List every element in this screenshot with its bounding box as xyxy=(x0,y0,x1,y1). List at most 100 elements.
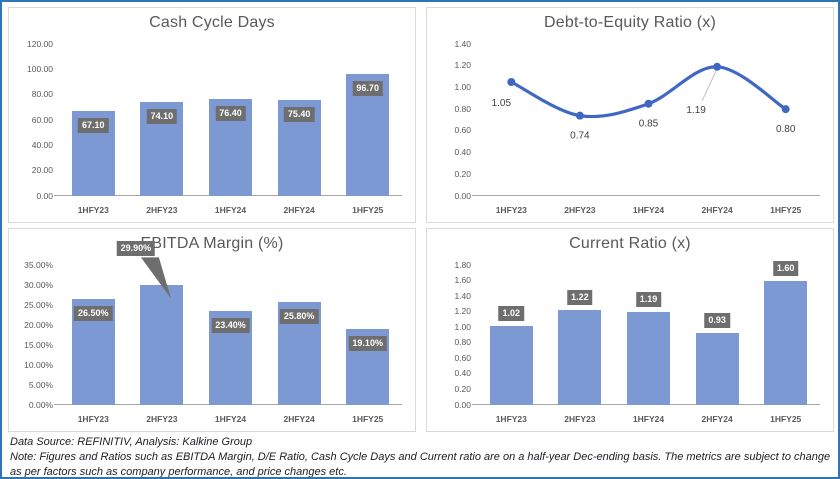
y-axis-tick-label: 25.00% xyxy=(24,299,53,310)
data-label: 0.74 xyxy=(570,131,590,142)
data-source-line: Data Source: REFINITIV, Analysis: Kalkin… xyxy=(10,436,253,448)
x-axis-category-label: 1HFY24 xyxy=(214,414,247,424)
x-axis-category-label: 2HFY23 xyxy=(146,205,178,215)
y-axis-tick-label: 1.40 xyxy=(454,38,471,49)
x-axis-category-label: 1HFY23 xyxy=(495,414,527,424)
bar-1HFY24 xyxy=(627,312,670,405)
y-axis-tick-label: 15.00% xyxy=(24,339,53,350)
y-axis-tick-label: 10.00% xyxy=(24,359,53,370)
data-label: 0.80 xyxy=(776,124,796,135)
x-axis-category-label: 1HFY23 xyxy=(495,205,527,215)
chart-panel-debt-to-equity-ratio: Debt-to-Equity Ratio (x) 0.00 0.20 0.40 0.60… xyxy=(426,7,834,223)
chart-panel-ebitda-margin: EBITDA Margin (%) 0.00% 5.00% 10.00% 15.00% 2… xyxy=(8,228,416,432)
y-axis-tick-label: 1.60 xyxy=(454,275,471,286)
y-axis-tick-label: 0.00 xyxy=(36,190,53,201)
plot-area: 0.00 0.20 0.40 0.60 0.80 1.00 1.20 1.40 1.60 1.80… xyxy=(454,260,820,424)
data-point-marker xyxy=(644,99,653,108)
chart-title: Debt-to-Equity Ratio (x) xyxy=(544,14,716,31)
callout-triangle xyxy=(140,257,171,299)
x-axis-category-label: 1HFY24 xyxy=(214,205,247,215)
x-axis-category-label: 1HFY25 xyxy=(770,205,802,215)
y-axis-tick-label: 0.20 xyxy=(454,383,471,394)
data-label: 96.70 xyxy=(352,80,383,96)
x-axis-category-label: 1HFY24 xyxy=(632,205,665,215)
y-axis-tick-label: 5.00% xyxy=(28,379,53,390)
data-label: 67.10 xyxy=(78,118,109,133)
y-axis-tick-label: 30.00% xyxy=(24,279,53,290)
data-label: 1.22 xyxy=(567,290,593,306)
line-series xyxy=(509,65,788,119)
chart-panel-current-ratio: Current Ratio (x) 0.00 0.20 0.40 0.60 0.80 1.0… xyxy=(426,228,834,432)
y-axis-tick-label: 35.00% xyxy=(24,259,53,270)
data-point-marker xyxy=(781,105,790,114)
data-label: 1.19 xyxy=(635,292,662,308)
y-axis-tick-label: 0.60 xyxy=(454,125,471,136)
data-label: 1.02 xyxy=(498,305,525,321)
data-label: 25.80% xyxy=(279,308,319,324)
data-label: 1.05 xyxy=(492,98,512,109)
x-axis-category-label: 2HFY24 xyxy=(283,414,315,424)
x-axis-category-label: 1HFY25 xyxy=(770,414,802,424)
y-axis-tick-label: 0.00 xyxy=(454,190,471,201)
x-axis-category-label: 2HFY23 xyxy=(146,414,178,424)
line-chart-svg: 1.05 0.74 0.85 1.19 0.80 xyxy=(492,62,796,142)
x-axis-category-label: 2HFY24 xyxy=(701,205,733,215)
y-axis-tick-label: 100.00 xyxy=(27,63,53,74)
y-axis-tick-label: 0.00% xyxy=(28,399,53,410)
data-label: 74.10 xyxy=(146,109,178,125)
data-point-marker xyxy=(575,111,584,120)
chart-title: EBITDA Margin (%) xyxy=(140,235,284,252)
callout-pointer xyxy=(140,257,171,299)
y-axis-tick-label: 40.00 xyxy=(31,139,53,150)
x-axis-category-label: 1HFY23 xyxy=(77,414,109,424)
x-axis-category-label: 1HFY24 xyxy=(632,414,665,424)
x-axis-category-label: 2HFY24 xyxy=(283,205,315,215)
x-axis-line xyxy=(472,195,820,196)
bar-1HFY23 xyxy=(490,326,533,405)
x-axis-category-label: 2HFY23 xyxy=(564,205,596,215)
y-axis-tick-label: 1.20 xyxy=(454,306,471,317)
charts-grid: Cash Cycle Days 0.00 20.00 40.00 60.00 80.00 1… xyxy=(8,7,834,432)
y-axis-tick-label: 0.80 xyxy=(454,103,471,114)
footer-notes: Data Source: REFINITIV, Analysis: Kalkin… xyxy=(10,435,832,478)
data-label: 0.93 xyxy=(704,312,730,328)
y-axis-tick-label: 0.40 xyxy=(454,147,471,158)
y-axis-tick-label: 60.00 xyxy=(31,114,53,125)
y-axis-tick-label: 1.80 xyxy=(454,259,471,270)
data-label: 75.40 xyxy=(283,107,315,123)
x-axis-category-label: 1HFY25 xyxy=(352,205,384,215)
y-axis-tick-label: 0.60 xyxy=(454,352,471,363)
y-axis-tick-label: 120.00 xyxy=(27,38,53,49)
plot-area: 0.00 0.20 0.40 0.60 0.80 1.00 1.20 1.40 1HFY23 2H… xyxy=(454,39,820,215)
data-label: 26.50% xyxy=(74,306,113,321)
note-line: Note: Figures and Ratios such as EBITDA … xyxy=(10,451,831,478)
plot-area: 0.00% 5.00% 10.00% 15.00% 20.00% 25.00% 30.00%… xyxy=(24,241,402,424)
data-label: 1.19 xyxy=(686,105,706,116)
y-axis-tick-label: 20.00% xyxy=(24,319,53,330)
y-axis-tick-label: 1.20 xyxy=(454,60,471,71)
label-leader-line xyxy=(701,70,717,102)
x-axis-category-label: 2HFY23 xyxy=(564,414,596,424)
bar-2HFY23 xyxy=(558,310,601,405)
chart-title: Cash Cycle Days xyxy=(149,14,275,31)
data-label: 76.40 xyxy=(215,106,246,122)
data-label: 0.85 xyxy=(639,119,659,130)
bar-1HFY25 xyxy=(764,281,807,405)
plot-area: 0.00 20.00 40.00 60.00 80.00 100.00 120.00 1HFY… xyxy=(27,39,402,215)
x-axis-category-label: 1HFY23 xyxy=(77,205,109,215)
y-axis-tick-label: 0.80 xyxy=(454,337,471,348)
y-axis-tick-label: 0.20 xyxy=(454,168,471,179)
y-axis-tick-label: 80.00 xyxy=(31,89,53,100)
bar-2HFY23 xyxy=(140,285,183,405)
data-label: 1.60 xyxy=(772,260,799,276)
y-axis-tick-label: 0.00 xyxy=(454,399,471,410)
chart-panel-cash-cycle-days: Cash Cycle Days 0.00 20.00 40.00 60.00 80.00 1… xyxy=(8,7,416,223)
bar-2HFY24 xyxy=(696,333,739,405)
y-axis-tick-label: 0.40 xyxy=(454,368,471,379)
y-axis-tick-label: 1.00 xyxy=(454,321,471,332)
x-axis-category-label: 1HFY25 xyxy=(352,414,384,424)
data-label: 29.90% xyxy=(116,241,156,257)
y-axis-tick-label: 1.00 xyxy=(454,81,471,92)
data-label: 23.40% xyxy=(211,318,250,334)
